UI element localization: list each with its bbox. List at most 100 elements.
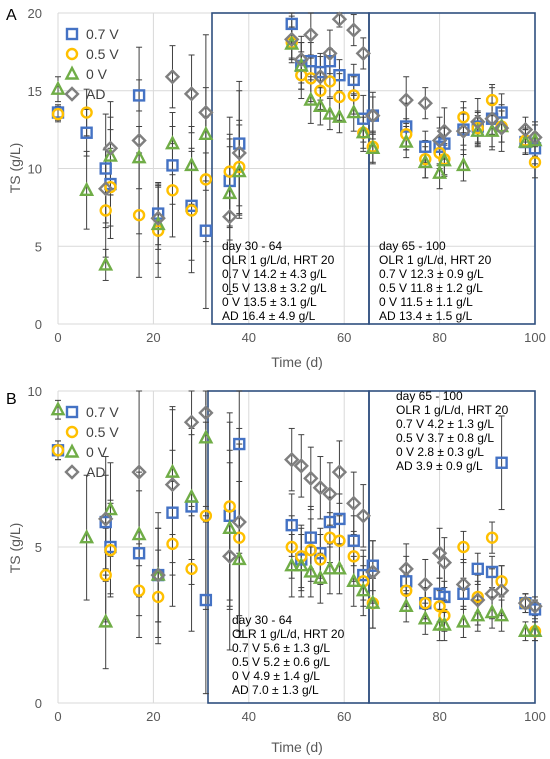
annotation-line: 0.7 V 4.2 ± 1.3 g/L (396, 417, 494, 431)
data-point-triangle (455, 613, 471, 628)
data-point-diamond (493, 582, 510, 599)
data-point-diamond (131, 132, 147, 149)
annotation-line: OLR 1 g/L/d, HRT 20 (222, 253, 335, 267)
annotation-line: 0.5 V 3.7 ± 0.8 g/L (396, 431, 494, 445)
annotation-line: OLR 1 g/L/d, HRT 20 (379, 253, 492, 267)
data-point-triangle (436, 152, 452, 167)
data-point-circle (166, 184, 179, 197)
data-point-triangle (517, 622, 533, 637)
data-point-diamond (355, 45, 371, 62)
data-point-circle (233, 531, 246, 544)
data-point-square (166, 506, 179, 519)
data-point-circle (104, 180, 117, 194)
data-point-diamond (164, 69, 181, 85)
data-point-triangle (346, 572, 362, 588)
data-point-triangle (312, 569, 328, 584)
annotation-line: AD 16.4 ± 4.9 g/L (222, 309, 316, 323)
data-point-triangle (150, 215, 166, 231)
data-point-square (285, 518, 298, 532)
data-point-diamond (150, 210, 166, 226)
data-point-circle (166, 537, 179, 551)
data-point-circle (528, 156, 542, 169)
data-point-circle (457, 540, 470, 554)
data-point-triangle (198, 125, 214, 140)
data-point-diamond (312, 69, 329, 85)
legend-entry: 0.5 V (86, 46, 119, 62)
annotation-line: day 65 - 100 (379, 239, 446, 253)
annotation-line: OLR 1 g/L/d, HRT 20 (396, 403, 509, 417)
data-point-diamond (470, 114, 486, 130)
data-point-diamond (398, 561, 414, 577)
data-point-circle (233, 160, 246, 174)
data-point-circle (314, 553, 327, 566)
data-point-diamond (198, 405, 214, 421)
data-point-diamond (231, 145, 247, 161)
x-tick-label: 60 (337, 330, 351, 345)
data-point-diamond (455, 576, 472, 593)
data-point-triangle (131, 149, 147, 164)
x-tick-label: 100 (524, 709, 546, 724)
legend-marker-square (65, 405, 79, 419)
legend-entry: 0.7 V (86, 26, 119, 42)
legend-entry: AD (86, 464, 105, 480)
legend-entry: 0.7 V (86, 404, 119, 420)
annotation-line: 0.7 V 12.3 ± 0.9 g/L (379, 267, 484, 281)
data-point-circle (151, 590, 165, 604)
y-tick-label: 5 (35, 540, 42, 555)
data-point-circle (400, 128, 413, 141)
data-point-diamond (493, 120, 510, 136)
data-point-diamond (98, 181, 114, 197)
data-point-diamond (198, 104, 214, 121)
data-point-triangle (470, 607, 486, 622)
data-point-diamond (222, 548, 238, 565)
x-tick-label: 60 (337, 709, 351, 724)
data-point-square (528, 603, 542, 616)
data-point-triangle (398, 597, 414, 612)
data-point-triangle (527, 622, 543, 637)
data-point-diamond (527, 129, 543, 146)
data-point-square (80, 126, 93, 139)
annotation-line: 0.5 V 5.2 ± 0.6 g/L (232, 655, 330, 669)
data-point-triangle (346, 103, 362, 119)
annotation-line: day 30 - 64 (222, 239, 282, 253)
data-point-diamond (398, 92, 414, 108)
data-point-diamond (331, 11, 348, 27)
data-point-diamond (222, 209, 238, 225)
x-tick-label: 40 (242, 330, 256, 345)
data-point-square (185, 199, 198, 213)
legend-entry: 0 V (86, 66, 108, 82)
data-point-circle (485, 531, 499, 544)
data-point-square (314, 65, 327, 79)
data-point-square (323, 55, 337, 68)
data-point-diamond (150, 567, 166, 583)
x-tick-label: 80 (432, 330, 446, 345)
data-point-circle (223, 500, 236, 513)
legend-marker-diamond (64, 86, 80, 102)
data-point-square (99, 515, 112, 529)
data-point-triangle (284, 557, 300, 572)
data-point-triangle (517, 133, 533, 148)
data-point-triangle (102, 500, 118, 516)
data-point-square (285, 17, 298, 31)
data-point-triangle (184, 488, 200, 503)
annotation-line: 0 V 13.5 ± 3.1 g/L (222, 295, 317, 309)
data-point-diamond (436, 123, 453, 139)
data-point-square (132, 547, 146, 560)
data-point-square (471, 562, 484, 576)
data-point-square (419, 140, 432, 153)
data-point-square (495, 456, 508, 469)
data-point-circle (51, 107, 65, 121)
data-point-triangle (50, 401, 66, 416)
data-point-triangle (184, 156, 200, 172)
data-point-diamond (164, 476, 181, 493)
legend-entry: 0.5 V (86, 424, 119, 440)
data-point-circle (323, 75, 337, 88)
data-point-diamond (183, 414, 200, 430)
x-tick-label: 100 (524, 330, 546, 345)
data-point-triangle (231, 163, 247, 178)
data-point-circle (333, 90, 346, 104)
data-point-triangle (484, 603, 500, 619)
data-point-diamond (517, 595, 534, 611)
annotation-line: OLR 1 g/L/d, HRT 20 (232, 627, 345, 641)
